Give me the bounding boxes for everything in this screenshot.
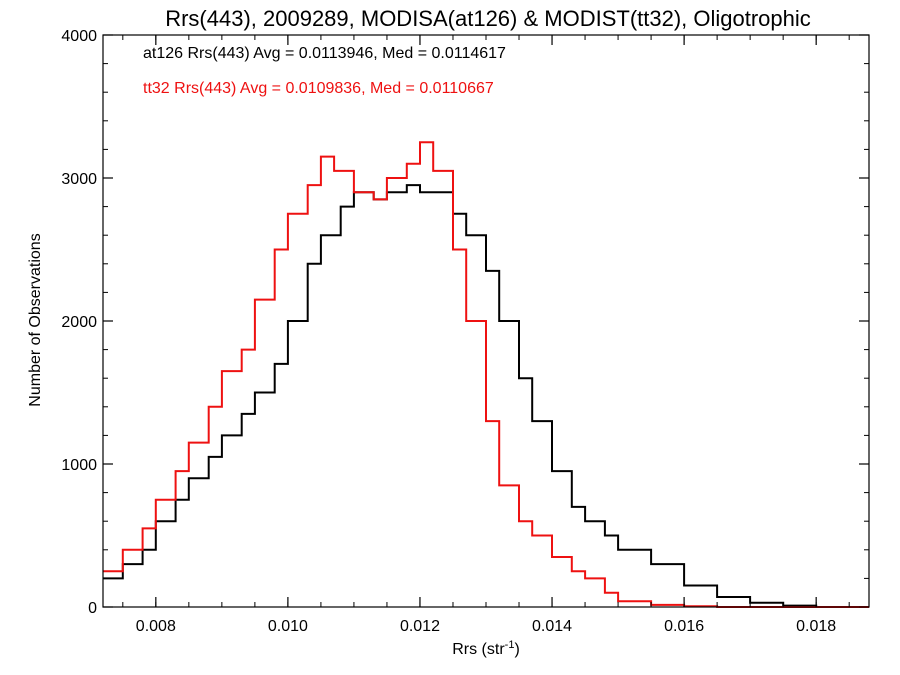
series-line-0 bbox=[103, 184, 869, 608]
y-tick-label-1: 1000 bbox=[61, 457, 97, 474]
annotation-at126: at126 Rrs(443) Avg = 0.0113946, Med = 0.… bbox=[143, 45, 506, 62]
tick-layer: 0.008 0.010 0.012 0.014 0.016 0.018 0 1000 2000 3… bbox=[61, 28, 869, 635]
annotation-tt32: tt32 Rrs(443) Avg = 0.0109836, Med = 0.0… bbox=[143, 80, 494, 97]
x-tick-label-0: 0.008 bbox=[136, 618, 176, 635]
x-axis-label-close: ) bbox=[514, 641, 519, 658]
x-tick-label-1: 0.010 bbox=[268, 618, 308, 635]
x-axis-label-main: Rrs (str bbox=[452, 641, 505, 658]
series-layer bbox=[103, 141, 869, 608]
x-axis-label-sup: -1 bbox=[505, 639, 515, 651]
y-axis-label: Number of Observations bbox=[27, 233, 44, 406]
x-tick-label-5: 0.018 bbox=[796, 618, 836, 635]
x-tick-label-2: 0.012 bbox=[400, 618, 440, 635]
x-tick-label-3: 0.014 bbox=[532, 618, 572, 635]
x-axis-label: Rrs (str-1) bbox=[452, 639, 520, 658]
y-tick-label-0: 0 bbox=[88, 600, 97, 617]
x-tick-label-4: 0.016 bbox=[664, 618, 704, 635]
y-tick-label-4: 4000 bbox=[61, 28, 97, 45]
series-line-1 bbox=[103, 141, 869, 608]
chart-title: Rrs(443), 2009289, MODISA(at126) & MODIS… bbox=[165, 6, 811, 31]
y-tick-label-2: 2000 bbox=[61, 314, 97, 331]
y-tick-label-3: 3000 bbox=[61, 171, 97, 188]
plot-frame bbox=[102, 34, 870, 608]
